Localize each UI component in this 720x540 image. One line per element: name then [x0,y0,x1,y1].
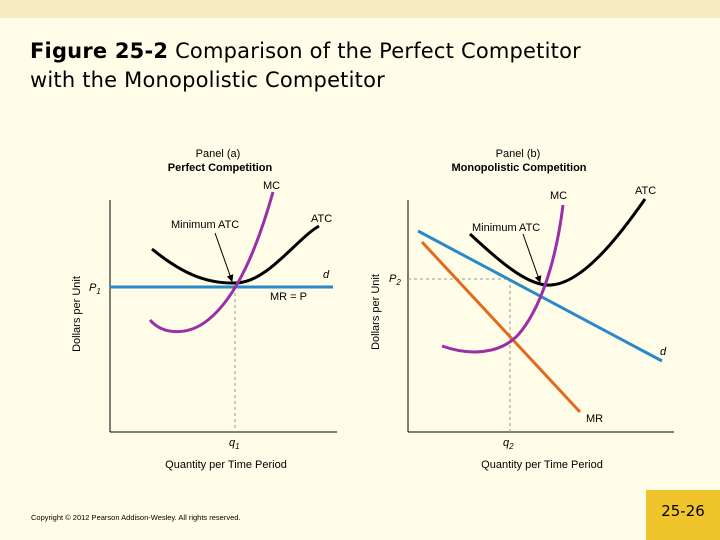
slide-top-stripe [0,0,720,18]
panel-b: Panel (b) Monopolistic Competition MC AT… [370,148,674,471]
panel-b-mc-curve [441,204,565,354]
panel-b-price-label: P2 [389,273,401,287]
panel-a-label: Panel (a) [196,148,241,160]
copyright-notice: Copyright © 2012 Pearson Addison-Wesley.… [31,513,241,522]
panel-a-atc-label: ATC [311,213,332,225]
panel-a-x-axis-label: Quantity per Time Period [165,459,287,471]
panel-b-mr-line [420,240,582,414]
panel-a-mc-curve [148,191,275,334]
panel-a: Panel (a) Perfect Competition MC ATC Min… [71,148,337,471]
panel-a-mc-label: MC [263,180,280,192]
panel-a-y-axis-label: Dollars per Unit [71,276,83,352]
panel-a-title: Perfect Competition [168,162,273,174]
panel-b-y-axis-label: Dollars per Unit [370,274,382,350]
panel-b-d-label: d [660,346,667,358]
panel-b-label: Panel (b) [496,148,541,160]
panel-a-quantity-label: q1 [229,437,240,451]
panel-a-min-atc-label: Minimum ATC [171,219,239,231]
panel-a-d-label: d [323,269,330,281]
panel-a-atc-curve [151,224,320,285]
panel-b-atc-curve [468,198,647,287]
panel-b-title: Monopolistic Competition [451,162,586,174]
panel-b-mr-label: MR [586,413,603,425]
panel-a-price-label: P1 [89,282,101,296]
panel-a-mr-label: MR = P [270,291,307,303]
title-line-2: with the Monopolistic Competitor [30,68,385,92]
figure-number: Figure 25-2 [30,39,169,63]
panel-b-mc-label: MC [550,190,567,202]
panel-a-min-atc-arrow [214,232,234,282]
slide-number: 25-26 [661,502,705,520]
panel-b-x-axis-label: Quantity per Time Period [481,459,603,471]
panel-b-min-atc-label: Minimum ATC [472,222,540,234]
panel-b-min-atc-arrow [522,233,542,283]
slide-number-box: 25-26 [646,490,720,540]
panel-b-atc-label: ATC [635,185,656,197]
panel-b-quantity-label: q2 [503,437,514,451]
title-text: Comparison of the Perfect Competitor [168,39,581,63]
slide-title: Figure 25-2 Comparison of the Perfect Co… [30,37,581,95]
